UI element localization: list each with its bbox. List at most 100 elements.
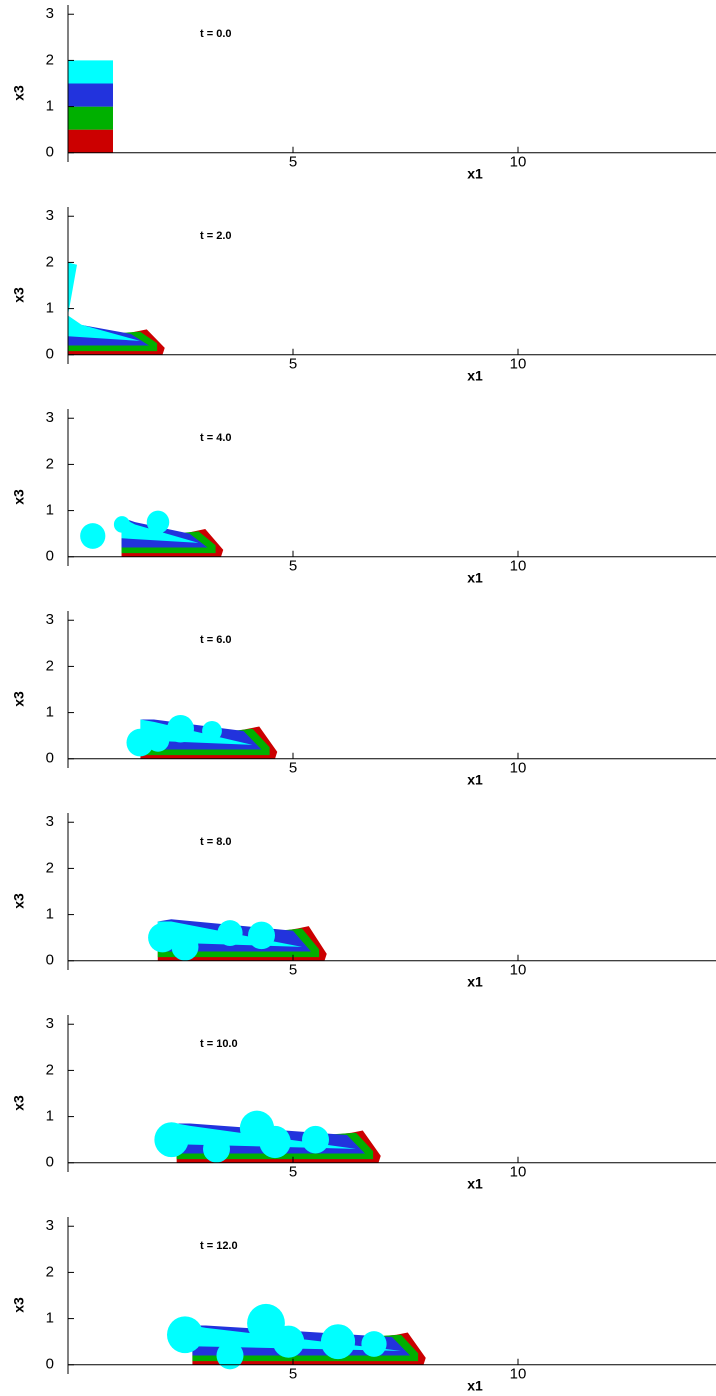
y-tick-label: 3 <box>46 1015 54 1032</box>
y-tick-label: 1 <box>46 704 54 721</box>
billow <box>113 516 131 533</box>
y-tick-label: 3 <box>46 5 54 22</box>
x-axis-label: x1 <box>467 1378 483 1394</box>
y-tick-label: 3 <box>46 611 54 628</box>
billow <box>167 714 194 743</box>
x-tick-label: 10 <box>510 154 527 171</box>
y-tick-label: 2 <box>46 859 54 876</box>
y-tick-label: 2 <box>46 1263 54 1280</box>
y-tick-label: 2 <box>46 455 54 472</box>
y-axis-label: x3 <box>11 287 27 303</box>
billow <box>203 1135 230 1163</box>
y-axis-label: x3 <box>11 1297 27 1313</box>
billow <box>146 510 170 534</box>
billow <box>217 920 243 946</box>
x-tick-label: 10 <box>510 962 527 979</box>
billow <box>259 1125 291 1159</box>
x-axis-label: x1 <box>467 570 483 586</box>
panel-title: t = 10.0 <box>200 1038 238 1050</box>
x-axis-label: x1 <box>467 1176 483 1192</box>
y-tick-label: 0 <box>46 952 54 969</box>
y-tick-label: 0 <box>46 750 54 767</box>
billow <box>248 921 275 950</box>
field-region <box>68 60 113 84</box>
x-tick-label: 5 <box>289 1366 297 1383</box>
x-tick-label: 5 <box>289 760 297 777</box>
x-tick-label: 5 <box>289 1164 297 1181</box>
y-tick-label: 3 <box>46 207 54 224</box>
panel: 5 10 0 1 2 3 t = 8.0 x1 x3 <box>11 813 716 990</box>
field <box>126 714 278 759</box>
y-tick-label: 3 <box>46 1217 54 1234</box>
panel: 5 10 0 1 2 3 t = 4.0 x1 x3 <box>11 409 716 586</box>
field <box>80 510 224 557</box>
x-tick-label: 10 <box>510 1164 527 1181</box>
field <box>154 1110 381 1163</box>
y-tick-label: 0 <box>46 1154 54 1171</box>
y-tick-label: 0 <box>46 548 54 565</box>
y-tick-label: 3 <box>46 813 54 830</box>
billow <box>146 728 170 752</box>
panel-title: t = 4.0 <box>200 432 232 444</box>
x-tick-label: 5 <box>289 356 297 373</box>
x-axis-label: x1 <box>467 772 483 788</box>
x-tick-label: 5 <box>289 558 297 575</box>
panel-title: t = 2.0 <box>200 230 232 242</box>
billow <box>80 523 106 549</box>
y-tick-label: 1 <box>46 1108 54 1125</box>
y-tick-label: 1 <box>46 502 54 519</box>
billow <box>126 728 154 757</box>
field-region <box>68 106 113 130</box>
x-axis-label: x1 <box>467 974 483 990</box>
y-tick-label: 2 <box>46 253 54 270</box>
panel: 5 10 0 1 2 3 t = 0.0 x1 x3 <box>11 5 716 182</box>
field-region <box>68 262 140 341</box>
y-axis-label: x3 <box>11 85 27 101</box>
field <box>167 1303 426 1370</box>
x-axis-label: x1 <box>467 166 483 182</box>
billow <box>202 720 222 742</box>
panel-title: t = 6.0 <box>200 634 232 646</box>
x-tick-label: 5 <box>289 154 297 171</box>
billow <box>272 1325 305 1358</box>
x-tick-label: 10 <box>510 760 527 777</box>
x-tick-label: 10 <box>510 558 527 575</box>
field <box>148 919 327 961</box>
field-region <box>68 129 113 153</box>
field-region <box>121 517 199 543</box>
x-tick-label: 10 <box>510 1366 527 1383</box>
billow <box>216 1341 244 1370</box>
y-axis-label: x3 <box>11 489 27 505</box>
panel-title: t = 12.0 <box>200 1240 238 1252</box>
billow <box>167 1316 203 1354</box>
x-axis-label: x1 <box>467 368 483 384</box>
y-tick-label: 1 <box>46 906 54 923</box>
y-axis-label: x3 <box>11 893 27 909</box>
y-tick-label: 2 <box>46 1061 54 1078</box>
y-tick-label: 2 <box>46 657 54 674</box>
field <box>68 60 113 153</box>
panel-title: t = 8.0 <box>200 836 232 848</box>
field <box>68 262 165 355</box>
field-region <box>192 1325 401 1351</box>
panel-title: t = 0.0 <box>200 28 232 40</box>
x-tick-label: 5 <box>289 962 297 979</box>
billow <box>320 1324 356 1360</box>
y-tick-label: 0 <box>46 144 54 161</box>
x-tick-label: 10 <box>510 356 527 373</box>
billow <box>171 933 199 961</box>
billow <box>302 1125 329 1154</box>
y-tick-label: 0 <box>46 1356 54 1373</box>
panel: 5 10 0 1 2 3 t = 6.0 x1 x3 <box>11 611 716 788</box>
billow <box>148 922 177 953</box>
y-tick-label: 0 <box>46 346 54 363</box>
field-region <box>68 83 113 107</box>
panel: 5 10 0 1 2 3 t = 2.0 x1 x3 <box>11 207 716 384</box>
y-axis-label: x3 <box>11 691 27 707</box>
y-tick-label: 2 <box>46 51 54 68</box>
y-tick-label: 1 <box>46 300 54 317</box>
y-tick-label: 3 <box>46 409 54 426</box>
y-tick-label: 1 <box>46 98 54 115</box>
billow <box>361 1331 387 1357</box>
